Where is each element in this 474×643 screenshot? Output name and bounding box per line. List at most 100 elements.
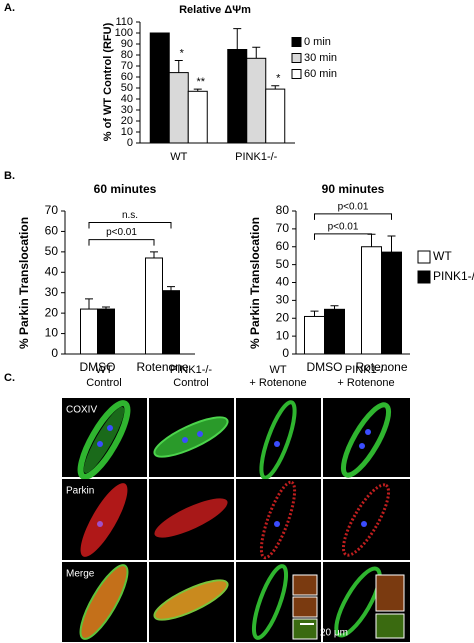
bar (265, 88, 286, 144)
bar (227, 49, 248, 144)
column-header: PINK1-/- (170, 364, 213, 376)
error-bar (167, 286, 175, 291)
legend-swatch (291, 37, 302, 47)
y-tick-label: 80 (121, 49, 133, 61)
error-bar (150, 251, 158, 258)
y-tick-label: 50 (45, 244, 59, 258)
y-tick-label: 30 (121, 104, 133, 116)
error-bar (174, 60, 183, 73)
bar (162, 290, 180, 355)
x-tick-label: WT (170, 151, 187, 163)
error-bar (310, 310, 319, 317)
bar (145, 257, 163, 355)
y-tick-label: 20 (121, 115, 133, 127)
error-bar (387, 235, 396, 253)
y-tick-label: 0 (282, 346, 289, 360)
column-header: PINK1-/- (345, 364, 388, 376)
comparison-bracket (88, 239, 155, 246)
legend-swatch (417, 270, 431, 284)
comparison-label: p<0.01 (106, 227, 137, 238)
bar (168, 72, 189, 144)
panel-label: A. (4, 2, 15, 14)
y-tick-label: 10 (276, 328, 290, 342)
comparison-label: p<0.01 (338, 202, 369, 213)
column-header: + Rotenone (337, 377, 394, 389)
legend-swatch (417, 250, 431, 264)
legend-label: WT (433, 249, 452, 263)
panel-label: C. (4, 372, 15, 384)
row-label: COXIV (66, 405, 97, 416)
error-bar (85, 298, 93, 310)
y-tick-label: 40 (45, 264, 59, 278)
comparison-bracket (88, 221, 172, 229)
legend-label: PINK1-/- (433, 269, 474, 283)
column-header: Control (173, 377, 208, 389)
comparison-bracket (314, 233, 372, 240)
panel-label: B. (4, 170, 15, 182)
legend-swatch (291, 53, 302, 63)
row-label: Merge (66, 569, 95, 580)
significance-label: ** (196, 76, 205, 88)
y-tick-label: 60 (121, 71, 133, 83)
y-tick-label: 40 (276, 275, 290, 289)
bar (80, 308, 98, 355)
y-tick-label: 10 (45, 326, 59, 340)
column-header: + Rotenone (249, 377, 306, 389)
scale-bar-label: 20 μm (320, 628, 348, 639)
y-tick-label: 70 (121, 60, 133, 72)
y-tick-label: 0 (51, 346, 58, 360)
bar (324, 308, 345, 355)
y-tick-label: 0 (127, 137, 133, 149)
y-tick-label: 90 (121, 38, 133, 50)
error-bar (193, 88, 202, 92)
error-bar (233, 28, 242, 50)
y-axis-label: % of WT Control (RFU) (102, 22, 114, 141)
legend-label: 30 min (304, 52, 337, 64)
bar (187, 90, 208, 144)
chart-title: 90 minutes (322, 182, 385, 196)
bar (246, 57, 267, 144)
bar (97, 308, 115, 355)
comparison-bracket (314, 213, 392, 220)
error-bar (102, 306, 110, 310)
legend-label: 60 min (304, 68, 337, 80)
y-tick-label: 50 (276, 257, 290, 271)
y-tick-label: 70 (276, 221, 290, 235)
y-tick-label: 60 (45, 224, 59, 238)
y-tick-label: 20 (45, 305, 59, 319)
comparison-label: n.s. (122, 210, 138, 221)
micrograph-grid (62, 398, 410, 642)
bar (304, 315, 325, 355)
bar (149, 32, 170, 144)
y-tick-label: 30 (45, 285, 59, 299)
legend-swatch (291, 69, 302, 79)
legend-label: 0 min (304, 36, 331, 48)
y-tick-label: 30 (276, 293, 290, 307)
error-bar (271, 85, 280, 90)
y-tick-label: 110 (115, 16, 133, 28)
y-tick-label: 80 (276, 203, 290, 217)
significance-label: * (180, 47, 185, 59)
y-tick-label: 50 (121, 82, 133, 94)
y-tick-label: 20 (276, 310, 290, 324)
column-header: WT (95, 364, 112, 376)
y-tick-label: 60 (276, 239, 290, 253)
column-header: Control (86, 377, 121, 389)
comparison-label: p<0.01 (328, 222, 359, 233)
x-tick-label: Rotenone (136, 360, 188, 374)
bar (361, 246, 382, 355)
x-tick-label: PINK1-/- (235, 151, 278, 163)
chart-title: 60 minutes (94, 182, 157, 196)
y-tick-label: 40 (121, 93, 133, 105)
x-tick-label: Rotenone (355, 360, 407, 374)
y-axis-label: % Parkin Translocation (17, 217, 31, 349)
error-bar (252, 46, 261, 59)
row-label: Parkin (66, 486, 94, 497)
column-header: WT (269, 364, 286, 376)
error-bar (330, 305, 339, 310)
x-tick-label: DMSO (80, 360, 116, 374)
y-tick-label: 100 (115, 27, 133, 39)
chart-title: Relative ΔΨm (179, 4, 251, 16)
